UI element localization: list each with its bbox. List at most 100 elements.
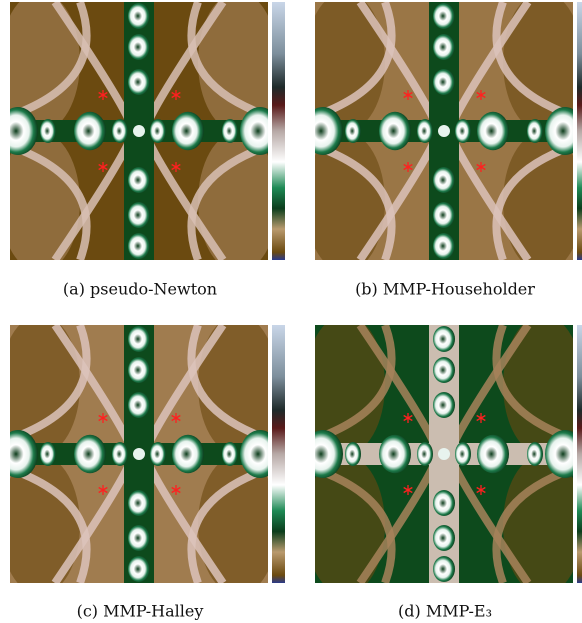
lobe <box>503 2 573 132</box>
bulb-vertical <box>128 357 150 383</box>
bulb-small <box>345 442 361 466</box>
bulb-vertical <box>433 326 455 352</box>
bulb-vertical <box>128 167 150 193</box>
colorbar <box>577 2 582 260</box>
root-marker <box>403 162 413 172</box>
asterisk-stroke <box>171 414 181 422</box>
basin-curve <box>10 2 91 120</box>
bulb-vertical <box>128 525 150 551</box>
caption: (a) pseudo-Newton <box>63 280 217 299</box>
bulb-small <box>150 442 166 466</box>
bulb-vertical <box>433 34 455 60</box>
bulb <box>172 434 204 474</box>
basin-curve <box>492 325 573 443</box>
bulb-vertical <box>433 167 455 193</box>
lobe <box>198 2 268 132</box>
lobe <box>198 325 268 455</box>
lobe <box>315 132 385 260</box>
asterisk-stroke <box>403 91 413 99</box>
bulb-vertical <box>128 3 150 29</box>
root-marker <box>403 413 413 423</box>
bulb <box>545 430 573 478</box>
root-marker <box>476 485 486 495</box>
panel-content <box>10 2 268 260</box>
root-marker <box>98 90 108 100</box>
root-marker <box>476 162 486 172</box>
root-marker <box>476 90 486 100</box>
lobe <box>315 455 385 583</box>
asterisk-stroke <box>403 486 413 494</box>
bulb-vertical <box>433 3 455 29</box>
bulb <box>379 434 411 474</box>
bulb <box>240 107 268 155</box>
bulb-small <box>417 119 433 143</box>
bulb-small <box>527 119 543 143</box>
lobe <box>10 455 80 583</box>
bulb <box>74 111 106 151</box>
asterisk-stroke <box>403 163 413 171</box>
asterisk-stroke <box>171 486 181 494</box>
basin-curve <box>492 465 573 583</box>
bulb <box>240 430 268 478</box>
root-marker <box>171 413 181 423</box>
asterisk-stroke <box>403 414 413 422</box>
basin-curve <box>10 325 91 443</box>
basin-curve <box>187 142 268 260</box>
bulb-vertical <box>128 490 150 516</box>
bulb-vertical <box>128 202 150 228</box>
bulb <box>315 107 343 155</box>
lobe <box>198 455 268 583</box>
colorbar <box>272 325 285 583</box>
bulb-small <box>417 442 433 466</box>
root-marker <box>98 485 108 495</box>
bulb-vertical <box>128 392 150 418</box>
bulb <box>545 107 573 155</box>
root-marker <box>476 413 486 423</box>
bulb <box>477 111 509 151</box>
lobe <box>503 455 573 583</box>
lobe <box>503 132 573 260</box>
asterisk-stroke <box>98 91 108 99</box>
basin-curve <box>492 142 573 260</box>
basin-curve <box>492 2 573 120</box>
lobe <box>10 325 80 455</box>
bulb <box>315 430 343 478</box>
basin-curve <box>315 2 396 120</box>
panel-content <box>315 325 573 583</box>
bulb-small <box>455 442 471 466</box>
bulb <box>172 111 204 151</box>
center-bulb <box>438 125 450 137</box>
bulb-small <box>40 442 56 466</box>
bulb-vertical <box>433 357 455 383</box>
root-marker <box>171 162 181 172</box>
root-marker <box>98 413 108 423</box>
asterisk-stroke <box>476 414 486 422</box>
bulb-small <box>112 119 128 143</box>
bulb-small <box>222 442 238 466</box>
basin-curve <box>10 142 91 260</box>
bulb-small <box>40 119 56 143</box>
fractal-panel <box>315 2 573 260</box>
bulb <box>74 434 106 474</box>
bulb-vertical <box>433 392 455 418</box>
bulb-small <box>112 442 128 466</box>
lobe <box>315 325 385 455</box>
fractal-panel <box>10 2 268 260</box>
basin-curve <box>315 325 396 443</box>
root-marker <box>403 485 413 495</box>
asterisk-stroke <box>476 91 486 99</box>
center-bulb <box>133 448 145 460</box>
basin-curve <box>315 142 396 260</box>
root-marker <box>171 90 181 100</box>
caption: (c) MMP-Halley <box>77 602 204 621</box>
asterisk-stroke <box>476 486 486 494</box>
bulb-small <box>527 442 543 466</box>
lobe <box>198 132 268 260</box>
lobe <box>10 2 80 132</box>
bulb-small <box>345 119 361 143</box>
bulb-vertical <box>128 326 150 352</box>
panel-content <box>315 2 573 260</box>
lobe <box>503 325 573 455</box>
bulb-small <box>222 119 238 143</box>
